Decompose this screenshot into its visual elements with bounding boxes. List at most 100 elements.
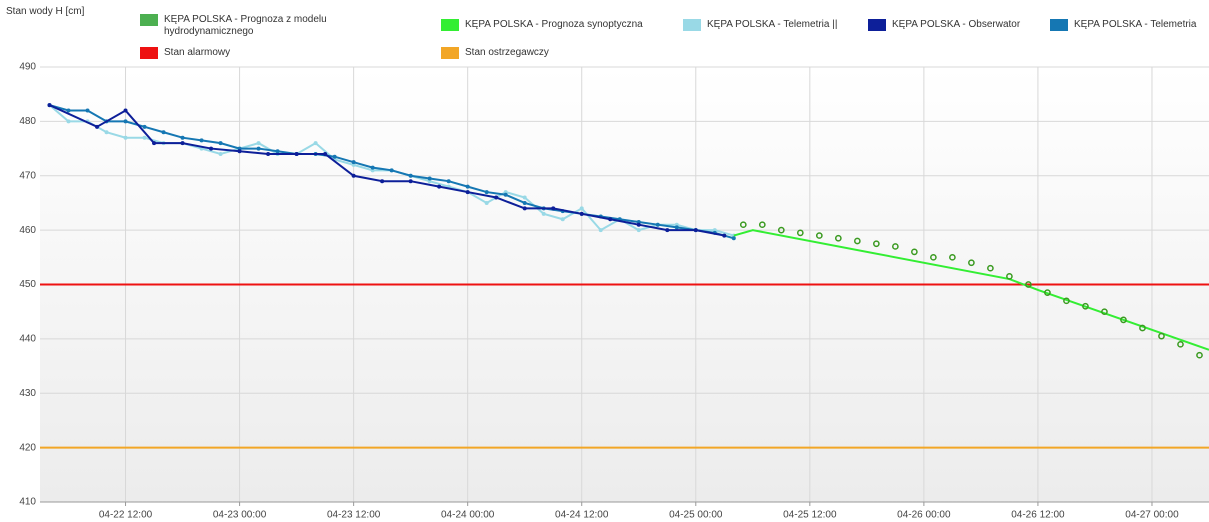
series-point bbox=[408, 173, 413, 178]
series-marker bbox=[1044, 289, 1051, 297]
series-marker bbox=[777, 226, 785, 234]
y-axis-label: Stan wody H [cm] bbox=[6, 6, 85, 17]
series-point bbox=[370, 165, 375, 170]
series-point bbox=[722, 233, 727, 238]
y-tick-label: 420 bbox=[19, 442, 36, 453]
series-point bbox=[351, 173, 356, 178]
series-point bbox=[266, 152, 271, 156]
legend-label: KĘPA POLSKA - Prognoza synoptyczna bbox=[465, 19, 643, 30]
series-point bbox=[636, 228, 641, 233]
series-point bbox=[47, 103, 52, 108]
series-point bbox=[123, 119, 128, 124]
series-point bbox=[66, 108, 71, 113]
series-point bbox=[218, 141, 223, 146]
x-tick-label: 04-23 12:00 bbox=[327, 510, 381, 521]
legend-label: KĘPA POLSKA - Telemetria || bbox=[707, 19, 838, 30]
series-point bbox=[579, 206, 584, 211]
series-point bbox=[541, 211, 546, 216]
legend-swatch bbox=[441, 47, 459, 59]
legend-item: Stan alarmowy bbox=[140, 47, 390, 59]
legend-label: Stan ostrzegawczy bbox=[465, 47, 549, 58]
series-point bbox=[294, 152, 299, 156]
legend-swatch bbox=[140, 47, 158, 59]
series-point bbox=[522, 200, 527, 205]
series-point bbox=[123, 108, 128, 113]
legend-item: KĘPA POLSKA - Obserwator bbox=[868, 19, 1048, 31]
series-marker bbox=[968, 259, 975, 267]
series-marker bbox=[892, 243, 899, 250]
x-tick-label: 04-23 00:00 bbox=[213, 510, 267, 521]
series-marker bbox=[1101, 308, 1108, 316]
series-point bbox=[152, 141, 157, 146]
series-point bbox=[161, 130, 166, 135]
series-marker bbox=[930, 253, 937, 261]
legend-label: KĘPA POLSKA - Obserwator bbox=[892, 19, 1021, 30]
series-marker bbox=[834, 234, 842, 242]
series-point bbox=[142, 135, 147, 140]
series-point bbox=[494, 195, 499, 200]
series-point bbox=[503, 192, 508, 197]
series-point bbox=[85, 108, 90, 113]
series-marker bbox=[911, 248, 918, 256]
legend-item: KĘPA POLSKA - Prognoza synoptyczna bbox=[441, 19, 691, 31]
series-point bbox=[560, 217, 565, 222]
x-tick-label: 04-26 00:00 bbox=[897, 510, 951, 521]
x-tick-label: 04-22 12:00 bbox=[99, 510, 153, 521]
series-marker bbox=[1196, 351, 1203, 359]
series-marker bbox=[949, 253, 956, 261]
y-tick-label: 450 bbox=[19, 279, 36, 290]
legend-swatch bbox=[140, 14, 158, 26]
x-tick-label: 04-24 12:00 bbox=[555, 510, 609, 521]
series-point bbox=[209, 146, 214, 151]
series-marker bbox=[739, 221, 747, 229]
y-tick-label: 430 bbox=[19, 388, 36, 399]
y-tick-label: 480 bbox=[19, 116, 36, 127]
y-tick-label: 410 bbox=[19, 497, 36, 508]
y-tick-label: 460 bbox=[19, 225, 36, 236]
series-point bbox=[142, 124, 147, 129]
series-marker bbox=[853, 237, 861, 245]
series-point bbox=[380, 179, 385, 184]
legend-item: KĘPA POLSKA - Telemetria || bbox=[683, 19, 873, 31]
series-point bbox=[731, 236, 736, 241]
series-point bbox=[180, 141, 185, 146]
series-point bbox=[484, 200, 489, 205]
series-point bbox=[123, 135, 128, 140]
series-point bbox=[522, 195, 527, 200]
legend-label: Stan alarmowy bbox=[164, 47, 231, 58]
series-point bbox=[655, 222, 660, 227]
series-point bbox=[465, 184, 470, 189]
series-marker bbox=[796, 229, 804, 237]
series-marker bbox=[987, 264, 994, 272]
series-marker bbox=[1120, 316, 1127, 324]
series-point bbox=[608, 217, 613, 222]
series-point bbox=[551, 206, 556, 211]
legend-swatch bbox=[683, 19, 701, 31]
legend-swatch bbox=[868, 19, 886, 31]
series-point bbox=[579, 211, 584, 216]
series-point bbox=[522, 206, 527, 211]
series-point bbox=[484, 190, 489, 195]
series-point bbox=[256, 146, 261, 151]
series-marker bbox=[1063, 297, 1070, 305]
legend-item: KĘPA POLSKA - Telemetria bbox=[1050, 19, 1209, 31]
series-point bbox=[323, 152, 328, 156]
series-marker bbox=[1177, 340, 1184, 348]
legend-swatch bbox=[1050, 19, 1068, 31]
x-tick-label: 04-27 00:00 bbox=[1125, 510, 1179, 521]
series-marker bbox=[758, 221, 766, 229]
series-point bbox=[199, 138, 204, 143]
series-marker bbox=[1139, 324, 1146, 332]
series-point bbox=[427, 176, 432, 181]
series-point bbox=[665, 228, 670, 233]
series-marker bbox=[1158, 332, 1165, 340]
series-point bbox=[437, 184, 442, 189]
legend-label: KĘPA POLSKA - Prognoza z modelu hydrodyn… bbox=[164, 14, 327, 37]
series-marker bbox=[873, 240, 880, 248]
x-tick-label: 04-25 00:00 bbox=[669, 510, 723, 521]
series-marker bbox=[815, 232, 823, 239]
legend-item: KĘPA POLSKA - Prognoza z modelu hydrodyn… bbox=[140, 14, 355, 38]
series-point bbox=[693, 228, 698, 233]
